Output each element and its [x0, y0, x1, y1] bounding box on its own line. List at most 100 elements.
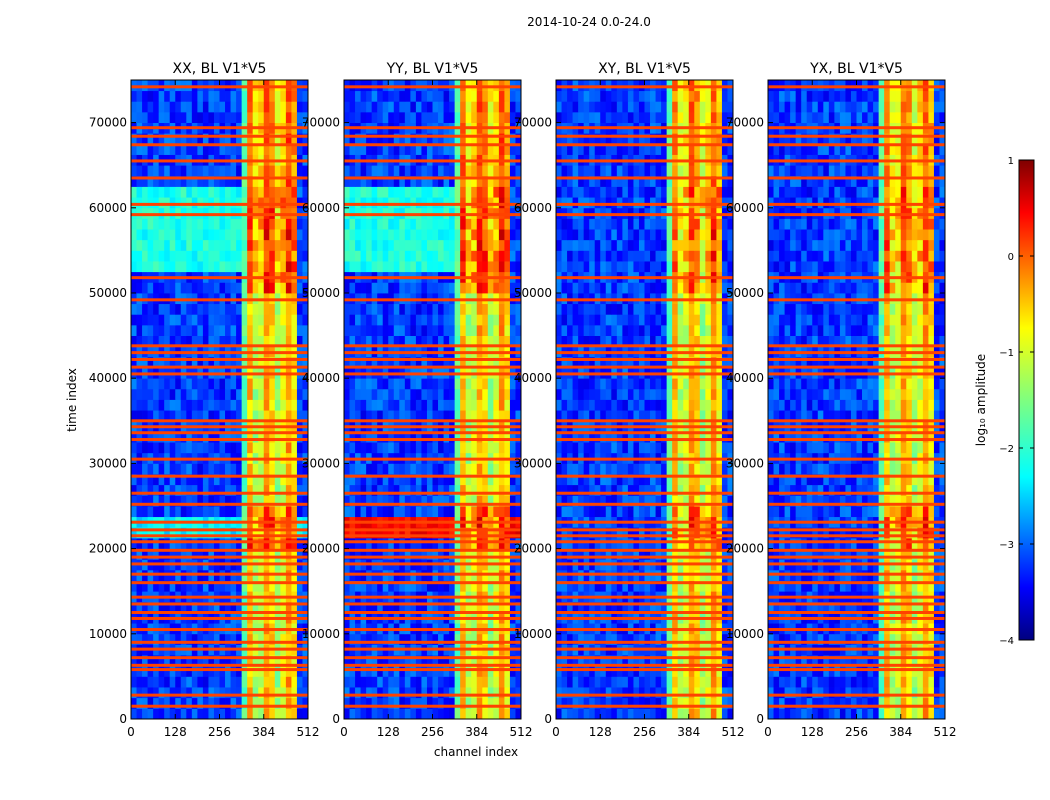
- heatmap-cell: [638, 388, 645, 400]
- heatmap-cell: [296, 356, 303, 368]
- heatmap-cell: [236, 474, 243, 486]
- heatmap-cell: [274, 495, 281, 507]
- heatmap-cell: [225, 676, 231, 688]
- heatmap-cell: [482, 442, 489, 454]
- heatmap-cell: [263, 314, 270, 326]
- heatmap-cell: [180, 527, 187, 539]
- heatmap-cell: [164, 527, 171, 539]
- heatmap-cell: [393, 484, 400, 496]
- heatmap-cell: [605, 676, 612, 688]
- heatmap-cell: [705, 697, 712, 709]
- heatmap-cell: [415, 282, 422, 294]
- heatmap-cell: [672, 655, 679, 667]
- heatmap-cell: [432, 633, 439, 645]
- heatmap-cell: [360, 197, 367, 209]
- heatmap-cell: [349, 143, 356, 155]
- heatmap-cell: [443, 133, 450, 145]
- heatmap-cell: [493, 633, 500, 645]
- heatmap-cell: [302, 708, 309, 720]
- heatmap-cell: [661, 580, 668, 592]
- heatmap-cell: [225, 261, 231, 273]
- heatmap-cell: [136, 133, 143, 145]
- heatmap-cell: [296, 537, 303, 549]
- heatmap-cell: [504, 697, 511, 709]
- heatmap-cell: [504, 378, 511, 390]
- heatmap-cell: [438, 90, 444, 102]
- heatmap-cell: [136, 601, 143, 613]
- heatmap-cell: [487, 239, 494, 251]
- heatmap-cell: [443, 356, 450, 368]
- heatmap-cell: [622, 431, 629, 443]
- heatmap-cell: [583, 708, 590, 720]
- heatmap-cell: [208, 633, 215, 645]
- heatmap-cell: [158, 463, 165, 475]
- heatmap-cell: [164, 506, 171, 518]
- heatmap-cell: [280, 314, 287, 326]
- flagged-row: [344, 351, 521, 355]
- heatmap-cell: [644, 474, 651, 486]
- y-tick-label: 0: [332, 712, 340, 726]
- heatmap-cell: [638, 463, 645, 475]
- heatmap-cell: [186, 665, 193, 677]
- heatmap-cell: [471, 580, 478, 592]
- heatmap-cell: [415, 548, 422, 560]
- heatmap-cell: [296, 431, 303, 443]
- heatmap-cell: [302, 431, 309, 443]
- heatmap-cell: [443, 697, 450, 709]
- heatmap-cell: [727, 527, 734, 539]
- heatmap-cell: [236, 175, 243, 187]
- heatmap-cell: [572, 399, 579, 411]
- heatmap-cell: [627, 537, 634, 549]
- heatmap-cell: [230, 548, 237, 560]
- heatmap-cell: [404, 314, 411, 326]
- heatmap-cell: [493, 687, 500, 699]
- heatmap-cell: [191, 101, 198, 113]
- heatmap-cell: [191, 261, 198, 273]
- heatmap-cell: [589, 388, 596, 400]
- heatmap-cell: [208, 303, 215, 315]
- heatmap-cell: [410, 143, 417, 155]
- heatmap-cell: [504, 548, 511, 560]
- heatmap-cell: [600, 506, 607, 518]
- heatmap-cell: [382, 90, 389, 102]
- heatmap-cell: [147, 111, 154, 123]
- heatmap-cell: [274, 697, 281, 709]
- heatmap-cell: [366, 708, 373, 720]
- heatmap-cell: [454, 474, 461, 486]
- heatmap-cell: [644, 484, 651, 496]
- heatmap-cell: [454, 324, 461, 336]
- heatmap-cell: [164, 261, 171, 273]
- heatmap-cell: [366, 143, 373, 155]
- heatmap-cell: [252, 314, 259, 326]
- heatmap-cell: [655, 399, 662, 411]
- heatmap-cell: [504, 463, 511, 475]
- heatmap-cell: [197, 175, 204, 187]
- heatmap-cell: [421, 655, 428, 667]
- heatmap-cell: [487, 687, 494, 699]
- heatmap-cell: [388, 101, 395, 113]
- heatmap-cell: [633, 463, 640, 475]
- heatmap-cell: [191, 527, 198, 539]
- heatmap-cell: [415, 484, 422, 496]
- heatmap-cell: [274, 676, 281, 688]
- heatmap-cell: [291, 537, 298, 549]
- heatmap-cell: [247, 143, 254, 155]
- heatmap-cell: [471, 314, 478, 326]
- heatmap-cell: [388, 282, 395, 294]
- heatmap-cell: [515, 133, 522, 145]
- heatmap-cell: [213, 474, 220, 486]
- heatmap-cell: [611, 687, 618, 699]
- heatmap-cell: [186, 655, 193, 667]
- heatmap-cell: [142, 410, 148, 422]
- heatmap-cell: [158, 282, 165, 294]
- heatmap-cell: [225, 687, 231, 699]
- heatmap-cell: [471, 90, 478, 102]
- heatmap-cell: [449, 399, 456, 411]
- heatmap-cell: [302, 580, 309, 592]
- heatmap-cell: [443, 282, 450, 294]
- heatmap-cell: [219, 665, 226, 677]
- heatmap-cell: [169, 537, 176, 549]
- heatmap-cell: [672, 708, 679, 720]
- heatmap-cell: [142, 708, 148, 720]
- heatmap-cell: [136, 399, 143, 411]
